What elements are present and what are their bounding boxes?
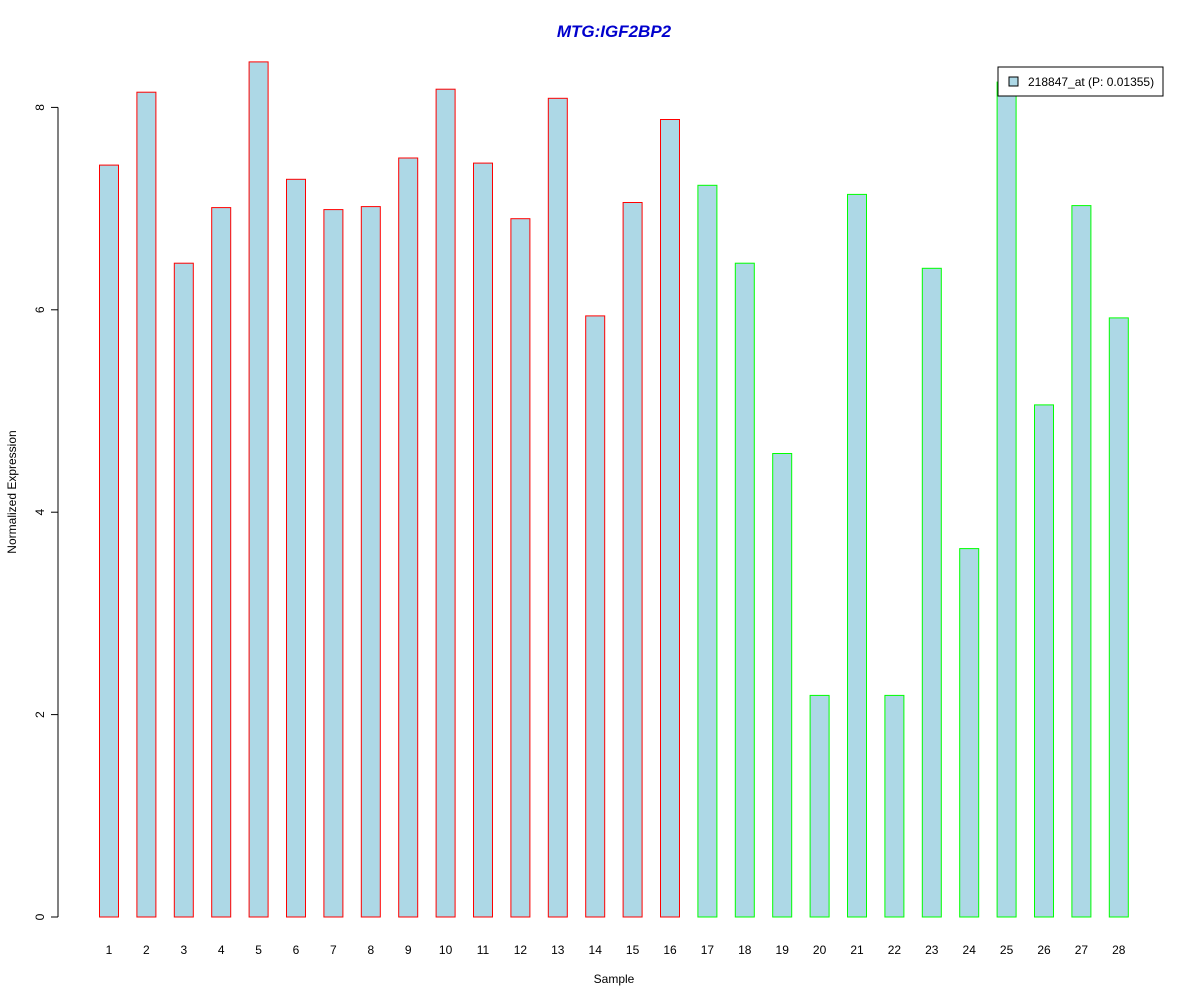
x-tick-label: 10 (439, 943, 453, 957)
bar-sample-5 (248, 61, 269, 918)
x-tick-label: 2 (143, 943, 150, 957)
y-tick-label: 4 (33, 509, 47, 516)
bar-sample-15 (622, 202, 643, 918)
bar-sample-18 (734, 262, 755, 918)
x-tick-label: 8 (367, 943, 374, 957)
legend-box (997, 66, 1164, 97)
y-axis-label: Normalized Expression (5, 430, 19, 553)
bar-sample-16 (660, 119, 680, 918)
bar-sample-7 (323, 209, 344, 918)
x-tick-label: 28 (1112, 943, 1126, 957)
x-tick-labels: 1 2 3 4 5 6 7 8 9 10 11 12 13 14 15 16 17 18 19 20 21 22 23 24 2… (106, 943, 1126, 957)
x-tick-label: 1 (106, 943, 113, 957)
x-tick-label: 26 (1037, 943, 1051, 957)
chart-title: MTG:IGF2BP2 (557, 22, 672, 41)
y-tick-label: 2 (33, 711, 47, 718)
legend-swatch (1008, 76, 1019, 87)
bar-sample-20 (809, 694, 830, 918)
legend: 218847_at (P: 0.01355) (997, 66, 1164, 97)
bar-sample-23 (921, 267, 942, 918)
bar-sample-3 (173, 262, 194, 918)
y-tick-label: 6 (33, 306, 47, 313)
bar-sample-27 (1071, 205, 1092, 918)
x-tick-label: 19 (776, 943, 790, 957)
x-tick-label: 4 (218, 943, 225, 957)
bar-sample-17 (697, 184, 718, 918)
x-tick-label: 11 (477, 943, 490, 957)
bars-group (99, 61, 1129, 918)
x-tick-label: 24 (963, 943, 977, 957)
x-tick-label: 16 (663, 943, 677, 957)
x-tick-label: 3 (180, 943, 187, 957)
bar-sample-6 (286, 178, 306, 918)
x-tick-label: 20 (813, 943, 827, 957)
x-tick-label: 27 (1075, 943, 1089, 957)
x-tick-label: 9 (405, 943, 412, 957)
bar-sample-12 (510, 218, 531, 918)
bar-sample-9 (398, 157, 419, 918)
x-tick-label: 21 (850, 943, 864, 957)
x-tick-label: 17 (701, 943, 715, 957)
x-tick-label: 5 (255, 943, 262, 957)
bar-sample-28 (1108, 317, 1129, 918)
y-tick-label: 8 (33, 104, 47, 111)
x-tick-label: 14 (589, 943, 603, 957)
y-tick-label: 0 (33, 913, 47, 920)
x-tick-label: 25 (1000, 943, 1014, 957)
bar-sample-10 (435, 88, 456, 918)
bar-sample-13 (547, 97, 568, 918)
x-tick-label: 18 (738, 943, 752, 957)
bar-sample-8 (360, 206, 381, 918)
bar-sample-25 (996, 81, 1017, 918)
y-axis: 0 2 4 6 8 (33, 104, 59, 920)
x-tick-label: 7 (330, 943, 337, 957)
bar-sample-24 (959, 548, 980, 918)
bar-sample-21 (847, 193, 867, 918)
bar-sample-26 (1034, 404, 1054, 918)
x-tick-label: 12 (514, 943, 528, 957)
x-tick-label: 6 (293, 943, 300, 957)
bar-sample-4 (211, 207, 232, 918)
bar-sample-19 (772, 453, 793, 918)
bar-sample-11 (473, 162, 493, 918)
bar-sample-1 (99, 164, 119, 918)
bar-sample-22 (884, 694, 905, 918)
bar-sample-14 (585, 315, 606, 918)
bar-sample-2 (136, 91, 157, 918)
x-tick-label: 15 (626, 943, 640, 957)
x-tick-label: 22 (888, 943, 902, 957)
legend-label: 218847_at (P: 0.01355) (1028, 75, 1154, 89)
x-tick-label: 23 (925, 943, 939, 957)
x-axis-label: Sample (594, 972, 635, 986)
x-tick-label: 13 (551, 943, 565, 957)
